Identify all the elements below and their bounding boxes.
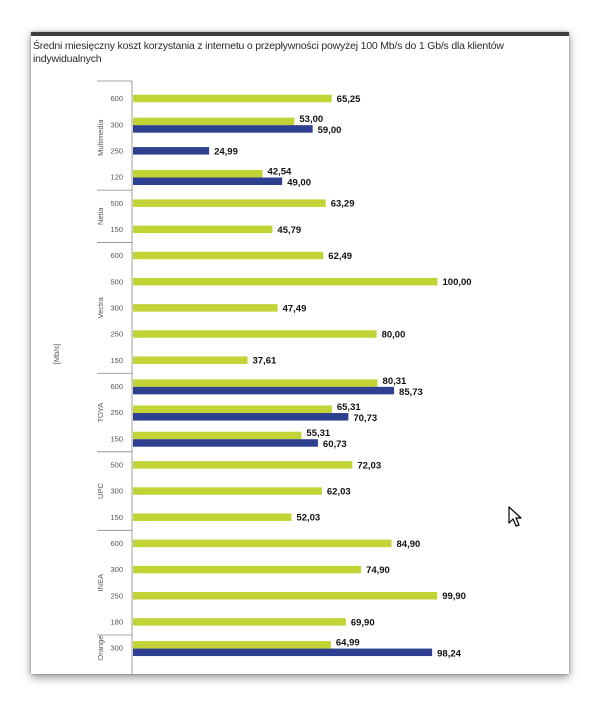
y-tick-label: 180 <box>110 618 123 627</box>
y-tick-label: 250 <box>110 408 123 417</box>
bar-lime <box>133 225 273 234</box>
data-label: 100,00 <box>443 277 472 288</box>
y-tick-label: 150 <box>110 513 123 522</box>
bar-lime <box>133 251 324 260</box>
data-label: 62,49 <box>328 251 352 262</box>
data-label: 98,24 <box>437 649 461 660</box>
y-tick-label: 500 <box>110 460 123 469</box>
y-tick-label: 600 <box>110 539 123 548</box>
data-label: 52,03 <box>296 513 320 524</box>
group-label: Orange <box>96 636 105 661</box>
y-tick-label: 150 <box>110 356 123 365</box>
data-label: 60,73 <box>323 439 347 450</box>
bar-lime <box>133 431 302 440</box>
y-tick-label: 150 <box>110 225 123 234</box>
bar-navy <box>133 413 349 421</box>
y-tick-label: 300 <box>110 565 123 574</box>
y-tick-label: 300 <box>110 487 123 496</box>
data-label: 37,61 <box>253 356 277 367</box>
y-tick-label: 250 <box>110 146 123 155</box>
data-label: 65,31 <box>337 402 361 413</box>
bar-lime <box>133 304 278 312</box>
bar-navy <box>133 386 395 395</box>
bar-navy <box>133 147 210 155</box>
y-tick-label: 600 <box>110 251 123 260</box>
bar-lime <box>133 379 378 387</box>
bar-lime <box>133 277 438 286</box>
y-tick-label: 600 <box>110 94 123 103</box>
bar-lime <box>133 641 331 649</box>
y-tick-label: 150 <box>110 434 123 443</box>
bar-navy <box>133 648 433 657</box>
bar-lime <box>133 591 438 600</box>
data-label: 70,73 <box>353 413 377 424</box>
bar-lime <box>133 94 332 103</box>
bar-lime <box>133 565 362 574</box>
y-axis-unit-label: [Mb/s] <box>52 344 61 364</box>
data-label: 55,31 <box>306 428 330 439</box>
data-label: 63,29 <box>331 199 355 210</box>
bar-navy <box>133 125 313 133</box>
y-tick-label: 120 <box>110 173 123 182</box>
y-tick-label: 600 <box>110 382 123 391</box>
data-label: 85,73 <box>399 387 423 398</box>
data-label: 24,99 <box>214 146 238 157</box>
bar-lime <box>133 199 326 207</box>
y-tick-label: 250 <box>110 591 123 600</box>
mouse-cursor-icon <box>508 506 522 527</box>
data-label: 42,54 <box>268 167 292 178</box>
data-label: 49,00 <box>287 178 311 189</box>
data-label: 80,00 <box>382 329 406 340</box>
bar-lime <box>133 513 292 521</box>
group-label: TOYA <box>96 403 105 423</box>
bar-lime <box>133 170 263 178</box>
bar-lime <box>133 117 295 126</box>
data-label: 65,25 <box>337 94 361 105</box>
chart-title: Średni miesięczny koszt korzystania z in… <box>33 40 504 65</box>
y-tick-label: 500 <box>110 277 123 286</box>
bar-lime <box>133 356 248 364</box>
data-label: 99,90 <box>442 591 466 602</box>
page-top-border <box>31 32 569 36</box>
bar-lime <box>133 487 322 495</box>
bar-navy <box>133 439 318 447</box>
data-label: 69,90 <box>351 617 375 628</box>
y-tick-label: 300 <box>110 644 123 653</box>
data-label: 45,79 <box>277 225 301 236</box>
data-label: 59,00 <box>318 125 342 136</box>
data-label: 47,49 <box>283 303 307 314</box>
document-page: Średni miesięczny koszt korzystania z in… <box>31 32 569 674</box>
data-label: 72,03 <box>357 460 381 471</box>
y-tick-label: 300 <box>110 120 123 129</box>
bar-lime <box>133 405 332 414</box>
bar-lime <box>133 539 392 548</box>
data-label: 84,90 <box>397 539 421 550</box>
data-label: 74,90 <box>366 565 390 576</box>
data-label: 62,03 <box>327 487 351 498</box>
y-tick-label: 250 <box>110 330 123 339</box>
group-label: UPC <box>96 483 105 499</box>
group-label: Netia <box>96 207 105 225</box>
bar-lime <box>133 330 377 338</box>
data-label: 64,99 <box>336 638 360 649</box>
data-label: 53,00 <box>299 114 323 125</box>
y-tick-label: 500 <box>110 199 123 208</box>
bar-navy <box>133 177 283 186</box>
y-tick-label: 300 <box>110 303 123 312</box>
group-label: Multimedia <box>96 119 105 156</box>
bar-lime <box>133 461 353 469</box>
group-label: INEA <box>96 574 105 592</box>
bar-lime <box>133 618 346 626</box>
group-label: Vectra <box>96 296 105 318</box>
data-label: 80,31 <box>383 376 407 387</box>
